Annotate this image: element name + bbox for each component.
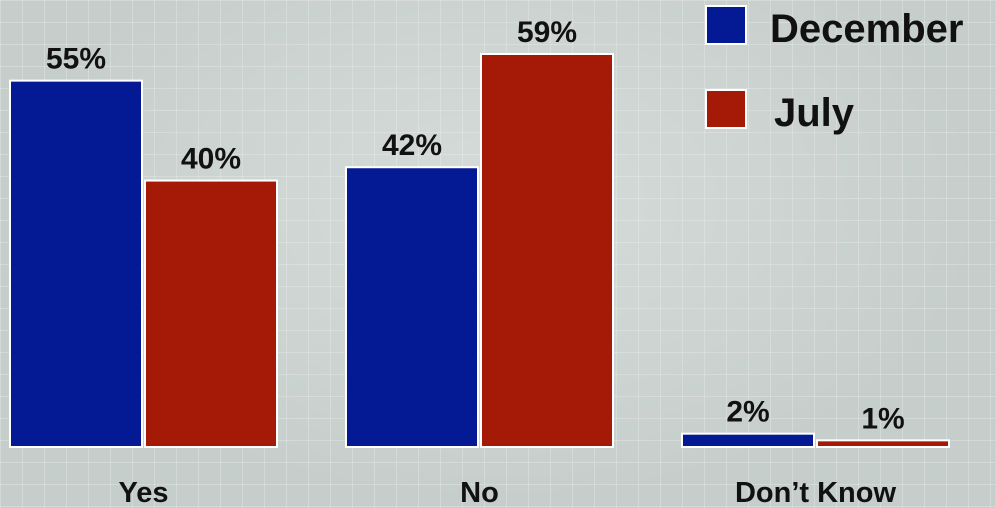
bar-july-no <box>480 53 614 448</box>
data-label-december-no: 42% <box>382 129 442 162</box>
legend-label-july: July <box>774 91 855 135</box>
category-label-yes: Yes <box>119 477 169 508</box>
data-label-july-dont-know: 1% <box>861 402 904 435</box>
category-labels-layer: Yes No Don’t Know <box>119 477 897 508</box>
legend: December July <box>705 5 963 135</box>
bar-july-yes <box>144 179 278 448</box>
bar-december-dont-know <box>681 432 815 449</box>
category-label-no: No <box>460 477 499 508</box>
bar-december-yes <box>9 79 143 448</box>
data-labels-layer: 55% 40% 42% 59% 2% 1% <box>46 16 905 435</box>
data-label-july-yes: 40% <box>181 143 241 176</box>
legend-swatch-december <box>705 5 747 45</box>
data-label-december-dont-know: 2% <box>726 396 769 429</box>
legend-label-december: December <box>770 7 963 51</box>
bar-december-no <box>345 166 479 449</box>
data-label-december-yes: 55% <box>46 43 106 76</box>
category-label-dont-know: Don’t Know <box>735 477 897 508</box>
bar-july-dont-know <box>816 439 950 449</box>
data-label-july-no: 59% <box>517 16 577 49</box>
legend-swatch-july <box>705 89 747 129</box>
bars-layer <box>9 53 950 449</box>
